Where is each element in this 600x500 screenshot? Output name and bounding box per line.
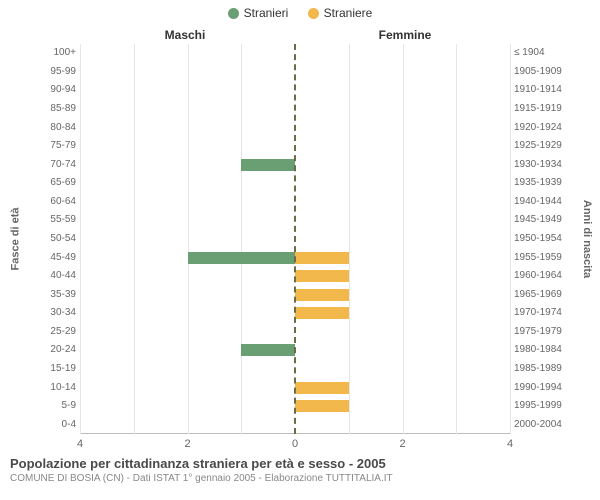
age-label: 65-69 (24, 178, 76, 188)
y-axis-left-title-wrap: Fasce di età (8, 44, 22, 434)
age-label: 30-34 (24, 308, 76, 318)
y-axis-right-title-wrap: Anni di nascita (580, 44, 594, 434)
age-label: 60-64 (24, 197, 76, 207)
birth-label: 1970-1974 (514, 308, 570, 318)
y-axis-left-title: Fasce di età (9, 208, 21, 271)
birth-label: 1980-1984 (514, 345, 570, 355)
panel-title-male: Maschi (80, 28, 290, 42)
birth-label: 1965-1969 (514, 290, 570, 300)
birth-label: ≤ 1904 (514, 48, 570, 58)
legend-label-female: Straniere (324, 6, 373, 20)
age-label: 0-4 (24, 420, 76, 430)
birth-label: 1955-1959 (514, 253, 570, 263)
legend-label-male: Stranieri (244, 6, 289, 20)
birth-label: 1940-1944 (514, 197, 570, 207)
y-axis-age-labels: 100+ 95-99 90-94 85-89 80-84 75-79 70-74 65-69 6… (24, 44, 76, 434)
bar-female (295, 252, 349, 264)
legend-item-female: Straniere (308, 6, 373, 20)
age-label: 90-94 (24, 85, 76, 95)
population-pyramid-chart: Stranieri Straniere Maschi Femmine Fasce… (0, 0, 600, 500)
birth-label: 1990-1994 (514, 383, 570, 393)
age-label: 100+ (24, 48, 76, 58)
age-label: 10-14 (24, 383, 76, 393)
age-label: 40-44 (24, 271, 76, 281)
chart-title: Popolazione per cittadinanza straniera p… (10, 456, 590, 471)
legend: Stranieri Straniere (0, 6, 600, 22)
legend-swatch-male (228, 8, 239, 19)
birth-label: 1945-1949 (514, 215, 570, 225)
bar-male (241, 344, 295, 356)
age-label: 70-74 (24, 160, 76, 170)
birth-label: 1985-1989 (514, 364, 570, 374)
birth-label: 1935-1939 (514, 178, 570, 188)
age-label: 80-84 (24, 123, 76, 133)
age-label: 95-99 (24, 67, 76, 77)
birth-label: 1915-1919 (514, 104, 570, 114)
birth-label: 1975-1979 (514, 327, 570, 337)
y-axis-birth-labels: ≤ 1904 1905-1909 1910-1914 1915-1919 1920-19… (514, 44, 570, 434)
legend-item-male: Stranieri (228, 6, 289, 20)
legend-swatch-female (308, 8, 319, 19)
gridline (510, 44, 511, 434)
x-tick-label: 4 (507, 438, 513, 450)
age-label: 25-29 (24, 327, 76, 337)
age-label: 45-49 (24, 253, 76, 263)
chart-footer: Popolazione per cittadinanza straniera p… (10, 456, 590, 484)
bar-female (295, 289, 349, 301)
age-label: 35-39 (24, 290, 76, 300)
age-label: 50-54 (24, 234, 76, 244)
x-tick-label: 2 (399, 438, 405, 450)
bar-female (295, 270, 349, 282)
chart-subtitle: COMUNE DI BOSIA (CN) - Dati ISTAT 1° gen… (10, 473, 590, 484)
y-axis-right-title: Anni di nascita (581, 200, 593, 278)
birth-label: 1920-1924 (514, 123, 570, 133)
age-label: 75-79 (24, 141, 76, 151)
age-label: 20-24 (24, 345, 76, 355)
bar-male (241, 159, 295, 171)
age-label: 85-89 (24, 104, 76, 114)
x-tick-label: 2 (184, 438, 190, 450)
birth-label: 1930-1934 (514, 160, 570, 170)
panel-title-female: Femmine (300, 28, 510, 42)
age-label: 55-59 (24, 215, 76, 225)
birth-label: 1995-1999 (514, 401, 570, 411)
plot-area (80, 44, 510, 434)
birth-label: 1950-1954 (514, 234, 570, 244)
center-divider (294, 44, 296, 434)
bar-female (295, 400, 349, 412)
birth-label: 1925-1929 (514, 141, 570, 151)
bar-male (188, 252, 296, 264)
birth-label: 1910-1914 (514, 85, 570, 95)
x-tick-label: 0 (292, 438, 298, 450)
birth-label: 2000-2004 (514, 420, 570, 430)
birth-label: 1905-1909 (514, 67, 570, 77)
birth-label: 1960-1964 (514, 271, 570, 281)
bar-female (295, 382, 349, 394)
age-label: 15-19 (24, 364, 76, 374)
bar-female (295, 307, 349, 319)
x-tick-label: 4 (77, 438, 83, 450)
age-label: 5-9 (24, 401, 76, 411)
